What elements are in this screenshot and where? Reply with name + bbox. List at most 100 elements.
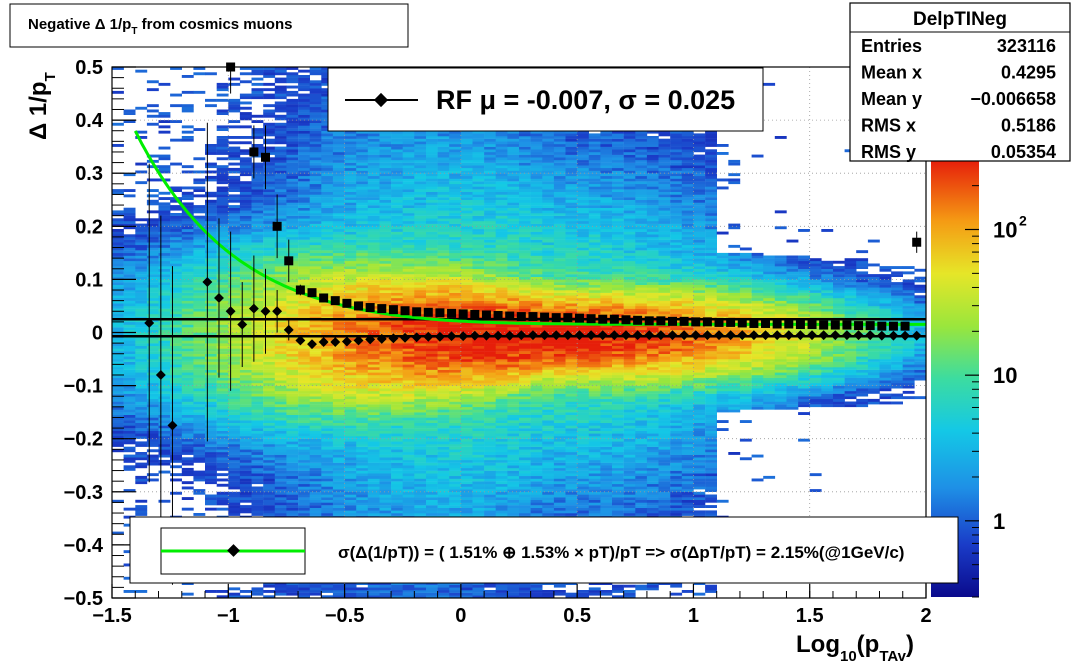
heatmap-cell: [123, 422, 136, 426]
heatmap-cell: [321, 186, 334, 190]
heatmap-cell: [414, 173, 427, 177]
heatmap-cell: [286, 194, 299, 198]
heatmap-cell: [449, 229, 462, 232]
heatmap-cell: [123, 266, 136, 269]
heatmap-cell: [158, 396, 171, 400]
heatmap-cell: [344, 199, 357, 203]
heatmap-cell: [426, 183, 438, 187]
heatmap-cell: [205, 223, 217, 227]
heatmap-cell: [356, 197, 369, 200]
heatmap-cell: [146, 311, 159, 315]
heatmap-cell: [135, 136, 148, 139]
heatmap-cell: [181, 274, 194, 277]
heatmap-cell: [216, 436, 229, 439]
heatmap-cell: [298, 452, 310, 455]
heatmap-cell: [170, 359, 182, 362]
heatmap-cell: [123, 412, 136, 415]
heatmap-cell: [239, 380, 252, 384]
heatmap-cell: [274, 157, 287, 161]
heatmap-cell: [414, 475, 427, 479]
heatmap-cell: [391, 130, 403, 134]
heatmap-cell: [344, 250, 357, 254]
heatmap-cell: [332, 467, 345, 471]
heatmap-cell: [379, 327, 392, 331]
heatmap-cell: [228, 494, 241, 498]
heatmap-cell: [274, 244, 287, 248]
heatmap-cell: [379, 505, 392, 508]
heatmap-cell: [146, 295, 159, 299]
heatmap-cell: [332, 231, 345, 235]
heatmap-cell: [332, 436, 345, 439]
heatmap-cell: [414, 181, 427, 185]
heatmap-cell: [263, 263, 276, 267]
heatmap-cell: [437, 452, 450, 455]
heatmap-cell: [332, 337, 345, 341]
heatmap-cell: [367, 279, 380, 283]
heatmap-cell: [274, 159, 287, 163]
heatmap-cell: [449, 497, 462, 500]
heatmap-cell: [170, 162, 182, 166]
heatmap-cell: [356, 268, 369, 272]
heatmap-cell: [414, 351, 427, 354]
heatmap-cell: [251, 497, 264, 500]
heatmap-cell: [251, 114, 264, 118]
heatmap-cell: [321, 308, 334, 312]
heatmap-cell: [181, 428, 194, 431]
heatmap-cell: [298, 215, 310, 219]
heatmap-cell: [216, 191, 229, 195]
heatmap-cell: [449, 584, 462, 588]
heatmap-cell: [356, 428, 369, 431]
heatmap-cell: [344, 252, 357, 256]
heatmap-cell: [239, 343, 252, 346]
heatmap-cell: [449, 396, 462, 400]
heatmap-cell: [367, 327, 380, 331]
heatmap-cell: [437, 478, 450, 482]
heatmap-cell: [437, 491, 450, 495]
heatmap-cell: [414, 449, 427, 453]
heatmap-cell: [146, 359, 159, 362]
heatmap-cell: [170, 327, 182, 331]
heatmap-cell: [344, 332, 357, 336]
heatmap-cell: [426, 359, 438, 362]
heatmap-cell: [239, 425, 252, 429]
heatmap-cell: [437, 393, 450, 397]
heatmap-cell: [251, 255, 264, 259]
heatmap-cell: [426, 417, 438, 421]
heatmap-cell: [251, 489, 264, 492]
heatmap-cell: [344, 417, 357, 421]
heatmap-cell: [193, 327, 206, 331]
heatmap-cell: [367, 478, 380, 482]
heatmap-cell: [239, 505, 252, 508]
heatmap-cell: [298, 247, 310, 251]
heatmap-cell: [181, 507, 194, 511]
heatmap-cell: [298, 205, 310, 208]
heatmap-cell: [216, 229, 229, 232]
heatmap-cell: [146, 109, 159, 113]
heatmap-cell: [414, 207, 427, 211]
heatmap-cell: [158, 420, 171, 423]
heatmap-cell: [449, 491, 462, 495]
heatmap-cell: [379, 428, 392, 431]
heatmap-cell: [158, 446, 171, 450]
heatmap-cell: [181, 231, 194, 235]
heatmap-cell: [379, 170, 392, 174]
heatmap-cell: [402, 329, 415, 333]
heatmap-cell: [379, 260, 392, 264]
heatmap-cell: [205, 213, 217, 216]
heatmap-cell: [135, 401, 148, 405]
heatmap-cell: [356, 475, 369, 479]
heatmap-cell: [402, 226, 415, 230]
heatmap-cell: [332, 390, 345, 394]
heatmap-cell: [251, 467, 264, 471]
heatmap-cell: [263, 133, 276, 137]
heatmap-cell: [170, 353, 182, 357]
heatmap-cell: [251, 388, 264, 392]
heatmap-cell: [449, 449, 462, 453]
heatmap-cell: [309, 592, 322, 596]
heatmap-cell: [344, 345, 357, 349]
heatmap-cell: [228, 252, 241, 256]
heatmap-cell: [123, 401, 136, 405]
heatmap-cell: [437, 178, 450, 182]
heatmap-cell: [158, 197, 171, 200]
heatmap-cell: [181, 327, 194, 331]
